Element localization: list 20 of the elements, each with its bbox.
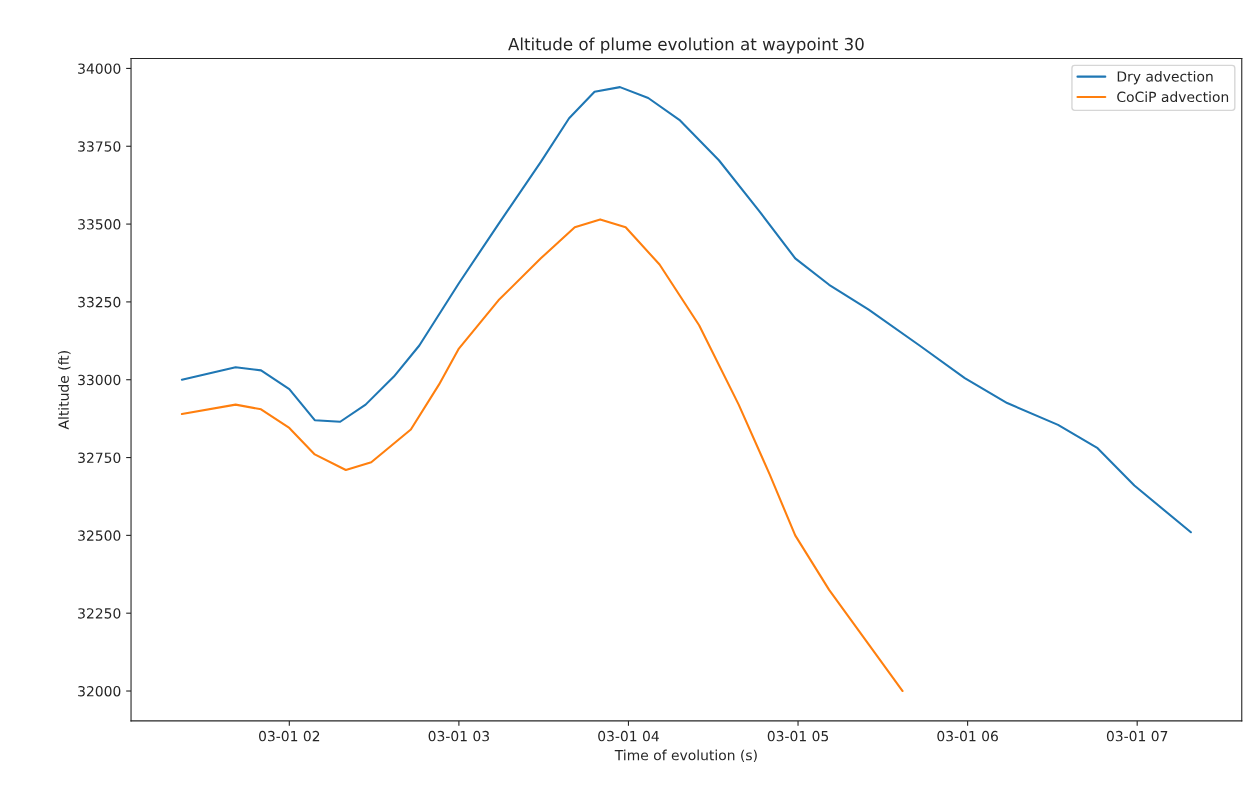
- x-tick-label: 03-01 07: [1106, 730, 1168, 742]
- x-axis-title: Time of evolution (s): [614, 749, 757, 762]
- chart-title: Altitude of plume evolution at waypoint 30: [508, 37, 864, 54]
- y-tick-label: 32000: [78, 685, 121, 697]
- x-tick-label: 03-01 03: [428, 730, 489, 742]
- y-tick-label: 32250: [78, 608, 121, 619]
- y-tick-label: 33500: [78, 219, 121, 230]
- x-tick-label: 03-01 04: [598, 730, 659, 742]
- y-axis-title: Altitude (ft): [58, 351, 71, 430]
- y-tick-label: 33000: [78, 374, 121, 386]
- x-tick-label: 03-01 02: [259, 730, 320, 742]
- y-tick-label: 33250: [78, 296, 121, 308]
- y-tick-label: 34000: [78, 63, 121, 74]
- legend-label: Dry advection: [1117, 70, 1213, 85]
- legend-label: CoCiP advection: [1117, 91, 1229, 103]
- x-tick-label: 03-01 06: [937, 730, 998, 742]
- y-tick-label: 33750: [78, 141, 121, 152]
- x-tick-label: 03-01 05: [767, 730, 829, 742]
- y-tick-label: 32750: [78, 452, 121, 464]
- y-tick-label: 32500: [78, 530, 121, 541]
